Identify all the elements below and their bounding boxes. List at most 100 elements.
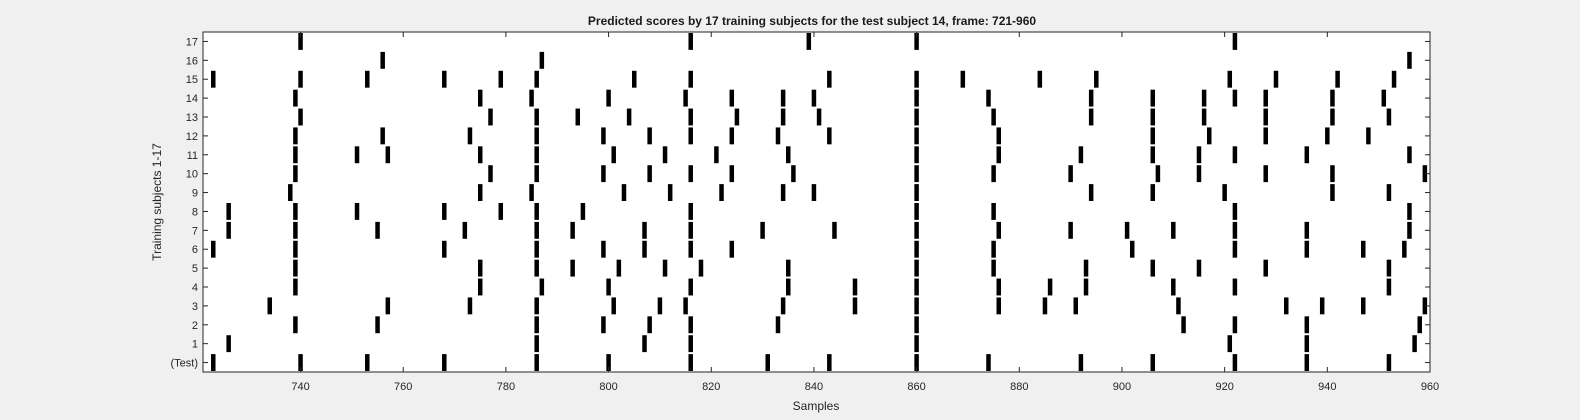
event-mark-row-6-7 (729, 240, 735, 258)
event-mark-row-6-5 (642, 240, 647, 258)
event-mark-row-14-9 (986, 89, 991, 107)
y-tick-label-0: (Test) (171, 358, 199, 370)
event-mark-row-0-12 (1150, 354, 1156, 371)
event-mark-row-11-0 (293, 146, 298, 164)
y-tick-label-16: 16 (186, 55, 198, 67)
event-mark-row-7-4 (534, 221, 539, 239)
event-mark-row-3-14 (1284, 297, 1289, 315)
event-mark-row-9-11 (1222, 184, 1227, 201)
event-mark-row-15-4 (498, 70, 504, 88)
event-mark-row-5-11 (1150, 259, 1156, 277)
event-mark-row-2-8 (1181, 316, 1186, 334)
event-mark-row-14-6 (780, 89, 786, 107)
event-mark-row-7-3 (462, 221, 468, 239)
event-mark-row-14-3 (606, 89, 611, 107)
event-mark-row-0-5 (606, 354, 611, 371)
event-mark-row-5-2 (534, 259, 539, 277)
event-mark-row-13-10 (991, 108, 996, 126)
event-mark-row-10-10 (1068, 165, 1073, 183)
chart-title: Predicted scores by 17 training subjects… (588, 14, 1036, 28)
event-mark-row-4-2 (539, 278, 545, 296)
event-mark-row-5-12 (1196, 259, 1202, 277)
event-mark-row-4-7 (914, 278, 919, 296)
event-mark-row-12-4 (601, 127, 606, 145)
event-mark-row-6-4 (601, 240, 606, 258)
event-mark-row-4-8 (996, 278, 1001, 296)
event-mark-row-9-0 (288, 184, 293, 201)
event-mark-row-1-4 (914, 335, 919, 353)
event-mark-row-10-8 (914, 165, 919, 183)
event-mark-row-8-8 (914, 203, 919, 220)
y-tick-label-2: 2 (192, 320, 198, 332)
event-mark-row-15-11 (1037, 70, 1043, 88)
event-mark-row-12-5 (647, 127, 652, 145)
y-tick-label-8: 8 (192, 206, 198, 218)
event-mark-row-15-5 (534, 70, 539, 88)
event-mark-row-10-2 (534, 165, 539, 183)
event-mark-row-15-12 (1094, 70, 1099, 88)
event-mark-row-11-14 (1232, 146, 1238, 164)
event-mark-row-14-12 (1201, 89, 1207, 107)
y-tick-label-15: 15 (186, 74, 198, 86)
event-mark-row-13-0 (298, 108, 303, 126)
event-mark-row-8-5 (534, 203, 539, 220)
event-mark-row-17-0 (298, 33, 303, 50)
event-mark-row-10-13 (1263, 165, 1268, 183)
event-mark-row-14-2 (529, 89, 534, 107)
event-mark-row-16-0 (380, 51, 385, 69)
event-mark-row-6-11 (1232, 240, 1238, 258)
event-mark-row-9-13 (1386, 184, 1392, 201)
event-mark-row-8-4 (498, 203, 504, 220)
event-mark-row-5-13 (1263, 259, 1268, 277)
event-mark-row-5-8 (914, 259, 919, 277)
event-mark-row-9-10 (1150, 184, 1156, 201)
event-mark-row-3-16 (1361, 297, 1366, 315)
event-mark-row-0-1 (298, 354, 303, 371)
event-mark-row-6-6 (688, 240, 693, 258)
event-mark-row-3-10 (996, 297, 1001, 315)
event-mark-row-14-8 (914, 89, 919, 107)
event-mark-row-0-10 (986, 354, 991, 371)
event-mark-row-1-3 (688, 335, 693, 353)
event-mark-row-13-1 (488, 108, 493, 126)
event-mark-row-7-16 (1304, 221, 1310, 239)
event-mark-row-0-8 (827, 354, 832, 371)
x-tick-label-10: 940 (1318, 381, 1336, 393)
y-tick-label-5: 5 (192, 263, 198, 275)
event-mark-row-3-6 (683, 297, 688, 315)
event-mark-row-12-1 (380, 127, 385, 145)
event-mark-row-4-6 (852, 278, 858, 296)
event-mark-row-6-14 (1402, 240, 1407, 258)
event-mark-row-8-11 (1407, 203, 1412, 220)
event-mark-row-8-1 (293, 203, 298, 220)
y-tick-label-11: 11 (187, 150, 198, 162)
event-mark-row-12-9 (827, 127, 832, 145)
event-mark-row-11-8 (786, 146, 791, 164)
event-mark-row-3-11 (1042, 297, 1048, 315)
event-mark-row-4-12 (1232, 278, 1238, 296)
event-mark-row-8-0 (226, 203, 231, 220)
x-tick-label-4: 820 (702, 381, 720, 393)
event-mark-row-11-4 (534, 146, 539, 164)
event-mark-row-2-7 (914, 316, 919, 334)
event-mark-row-10-14 (1330, 165, 1335, 183)
event-mark-row-7-6 (642, 221, 647, 239)
event-mark-row-14-15 (1330, 89, 1335, 107)
event-mark-row-12-6 (688, 127, 693, 145)
event-mark-row-15-9 (914, 70, 919, 88)
event-mark-row-11-5 (611, 146, 616, 164)
event-mark-row-11-1 (354, 146, 360, 164)
event-mark-row-6-0 (211, 240, 216, 258)
event-mark-row-12-7 (729, 127, 735, 145)
event-mark-row-2-9 (1232, 316, 1238, 334)
event-mark-row-15-7 (688, 70, 693, 88)
y-tick-label-17: 17 (186, 36, 198, 48)
event-mark-row-8-3 (442, 203, 447, 220)
event-mark-row-15-15 (1335, 70, 1340, 88)
y-tick-label-12: 12 (186, 131, 198, 143)
event-mark-row-12-14 (1263, 127, 1268, 145)
event-mark-row-7-17 (1407, 221, 1412, 239)
event-mark-row-7-10 (914, 221, 919, 239)
x-axis-label: Samples (793, 399, 840, 413)
